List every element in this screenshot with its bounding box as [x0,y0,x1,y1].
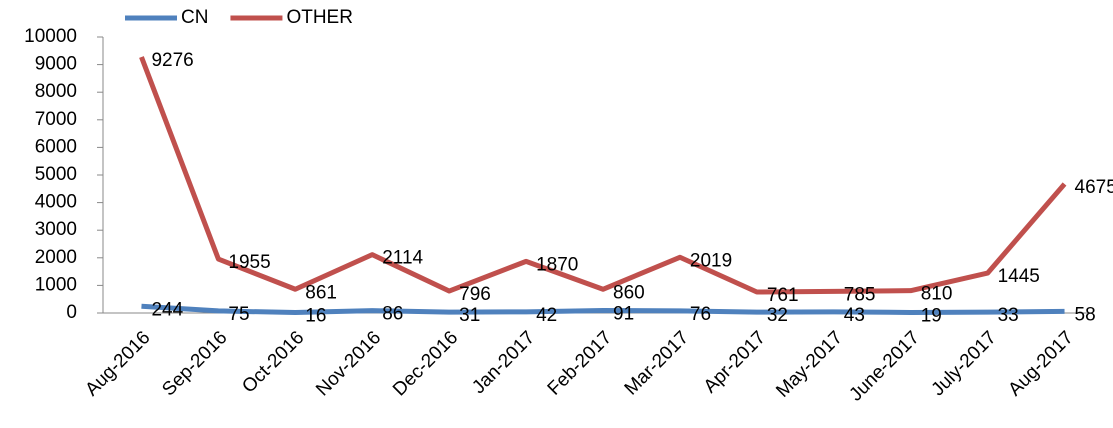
data-label: 2019 [690,250,732,271]
data-label: 16 [305,306,326,327]
data-label: 244 [151,299,183,320]
y-tick-label: 4000 [35,192,77,213]
data-label: 31 [459,305,480,326]
data-label: 861 [305,282,337,303]
x-tick-label: Mar-2017 [621,327,693,399]
x-tick-label: July-2017 [928,327,1001,400]
y-tick-label: 0 [66,302,77,323]
x-tick-label: Dec-2016 [389,327,462,400]
data-label: 810 [921,284,953,305]
series-line [139,56,1067,295]
data-label: 33 [998,305,1019,326]
x-tick-label: May-2017 [772,327,847,402]
y-tick-label: 7000 [35,109,77,130]
data-label: 19 [921,305,942,326]
data-label: 860 [613,282,645,303]
data-label: 4675 [1075,177,1113,198]
x-tick-label: Aug-2017 [1005,327,1078,400]
data-label: 2114 [382,248,423,269]
data-label: 1870 [536,254,578,275]
x-tick-label: Aug-2016 [81,327,154,400]
x-tick-label: Sep-2016 [158,327,231,400]
x-tick-label: Jan-2017 [468,327,539,398]
x-tick-label: Oct-2016 [238,327,308,397]
data-label: 58 [1075,304,1096,325]
series-line [141,303,1065,316]
x-tick-label: Apr-2017 [700,327,770,397]
data-label: 32 [767,305,788,326]
data-label: 43 [844,305,865,326]
y-tick-label: 9000 [35,54,77,75]
y-tick-label: 8000 [35,81,77,102]
y-tick-label: 5000 [35,164,77,185]
data-label: 75 [228,304,249,325]
y-tick-label: 2000 [35,247,77,268]
data-label: 796 [459,284,491,305]
y-tick-label: 10000 [24,26,77,47]
data-label: 761 [767,285,799,306]
data-label: 9276 [151,50,193,71]
legend-label: OTHER [286,7,353,28]
data-label: 76 [690,304,711,325]
y-tick-label: 6000 [35,136,77,157]
data-label: 1445 [998,266,1040,287]
data-label: 86 [382,304,403,325]
x-tick-label: June-2017 [845,327,923,405]
legend-label: CN [181,7,208,28]
x-tick-label: Nov-2016 [312,327,385,400]
data-label: 1955 [228,252,270,273]
data-label: 785 [844,284,876,305]
y-tick-label: 3000 [35,219,77,240]
x-tick-label: Feb-2017 [544,327,616,399]
data-label: 42 [536,305,557,326]
data-label: 91 [613,304,634,325]
y-tick-label: 1000 [35,274,77,295]
